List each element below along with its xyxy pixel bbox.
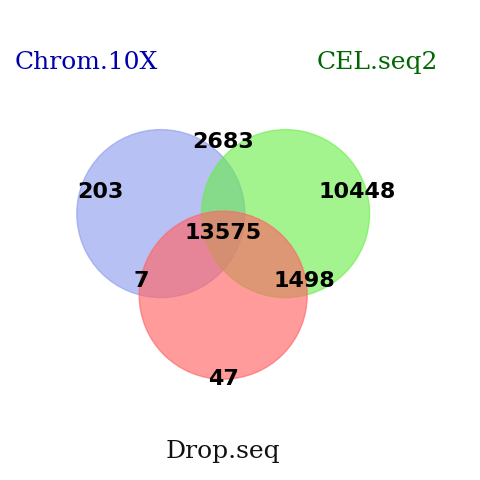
Text: 1498: 1498 (274, 271, 336, 291)
Text: 10448: 10448 (319, 182, 396, 202)
Text: CEL.seq2: CEL.seq2 (317, 51, 438, 74)
Text: 2683: 2683 (192, 132, 254, 152)
Text: 203: 203 (78, 182, 124, 202)
Circle shape (77, 130, 245, 298)
Text: 47: 47 (208, 369, 239, 389)
Text: 13575: 13575 (185, 223, 262, 243)
Text: 7: 7 (134, 271, 149, 291)
Circle shape (139, 211, 307, 379)
Text: Chrom.10X: Chrom.10X (14, 51, 157, 74)
Text: Drop.seq: Drop.seq (166, 440, 280, 463)
Circle shape (202, 130, 370, 298)
